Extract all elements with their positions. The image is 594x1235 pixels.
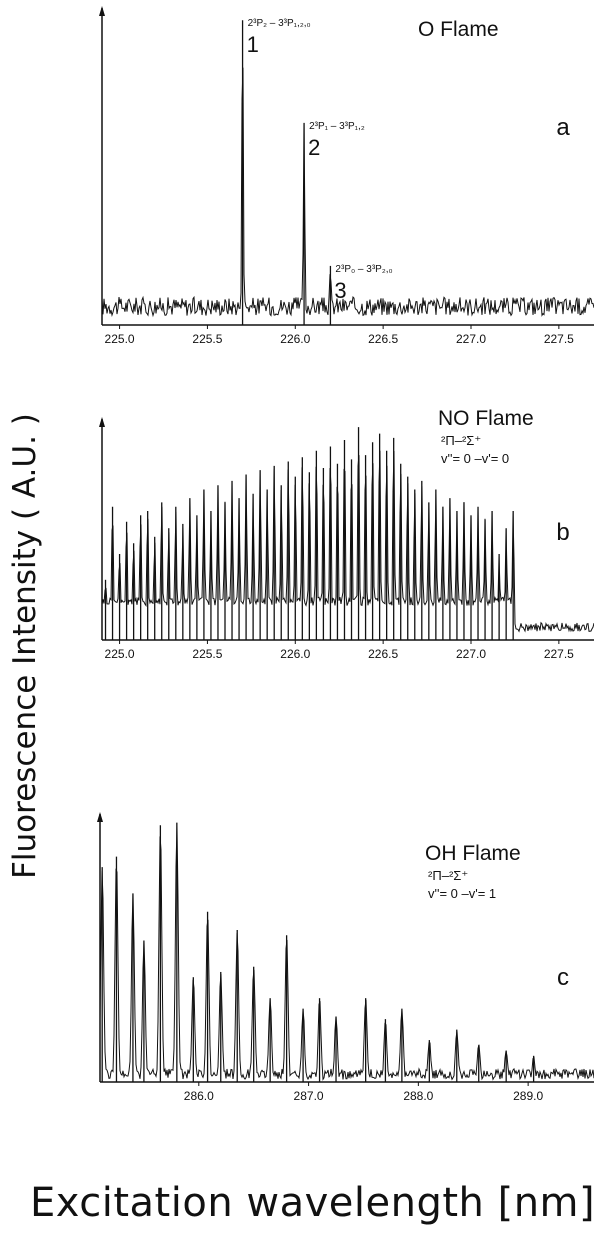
panel-letter: c: [557, 964, 569, 991]
x-tick-label: 225.0: [105, 332, 135, 346]
panel-c: 286.0 287.0 288.0 289.0 OH Flame ²Π–²Σ⁺ v''= 0…: [97, 812, 594, 1103]
x-tick-label: 226.0: [280, 332, 310, 346]
panel-a: 225.0 225.5 226.0 226.5 227.0 227.5 1 2³P₂ – 3³…: [99, 6, 594, 346]
panel-title: NO Flame: [438, 407, 534, 430]
x-tick-label: 226.5: [368, 332, 398, 346]
panel-letter: b: [556, 519, 569, 546]
x-tick-label: 227.0: [456, 647, 486, 661]
x-tick-label: 286.0: [184, 1089, 214, 1103]
x-axis-label: Excitation wavelength [nm]: [30, 1180, 594, 1226]
peak-assignment-label: 2³P₀ – 3³P₂,₀: [335, 264, 392, 275]
spectrum-trace-a: [101, 67, 594, 318]
panel-annotation: v''= 0 –v'= 1: [428, 886, 496, 901]
x-tick-label: 226.0: [280, 647, 310, 661]
peak-number-label: 3: [334, 278, 346, 303]
y-axis-arrow-c: [97, 812, 103, 822]
panel-title: OH Flame: [425, 842, 521, 865]
x-tick-label: 288.0: [403, 1089, 433, 1103]
x-tick-label: 289.0: [513, 1089, 543, 1103]
panel-annotation: ²Π–²Σ⁺: [441, 433, 481, 448]
x-tick-label: 225.5: [192, 647, 222, 661]
peak-assignment-label: 2³P₂ – 3³P₁,₂,₀: [248, 18, 311, 29]
panel-letter: a: [556, 114, 570, 141]
peak-assignment-label: 2³P₁ – 3³P₁,₂: [309, 121, 365, 132]
x-tick-label: 227.5: [544, 647, 574, 661]
x-tick-label: 227.5: [544, 332, 574, 346]
x-tick-label: 225.5: [192, 332, 222, 346]
y-axis-arrow-b: [99, 417, 105, 427]
peak-number-label: 1: [247, 32, 259, 57]
peak-number-label: 2: [308, 135, 320, 160]
panel-b: 225.0 225.5 226.0 226.5 227.0 227.5 NO Flame ²Π…: [99, 407, 594, 661]
panel-title: O Flame: [418, 18, 499, 41]
panel-annotation: ²Π–²Σ⁺: [428, 868, 468, 883]
x-tick-label: 287.0: [294, 1089, 324, 1103]
spectrum-trace-c: [99, 825, 594, 1081]
panel-annotation: v''= 0 –v'= 0: [441, 451, 509, 466]
y-axis-arrow-a: [99, 6, 105, 16]
x-tick-label: 227.0: [456, 332, 486, 346]
spectrum-trace-b: [101, 450, 594, 633]
x-tick-label: 226.5: [368, 647, 398, 661]
x-tick-label: 225.0: [105, 647, 135, 661]
